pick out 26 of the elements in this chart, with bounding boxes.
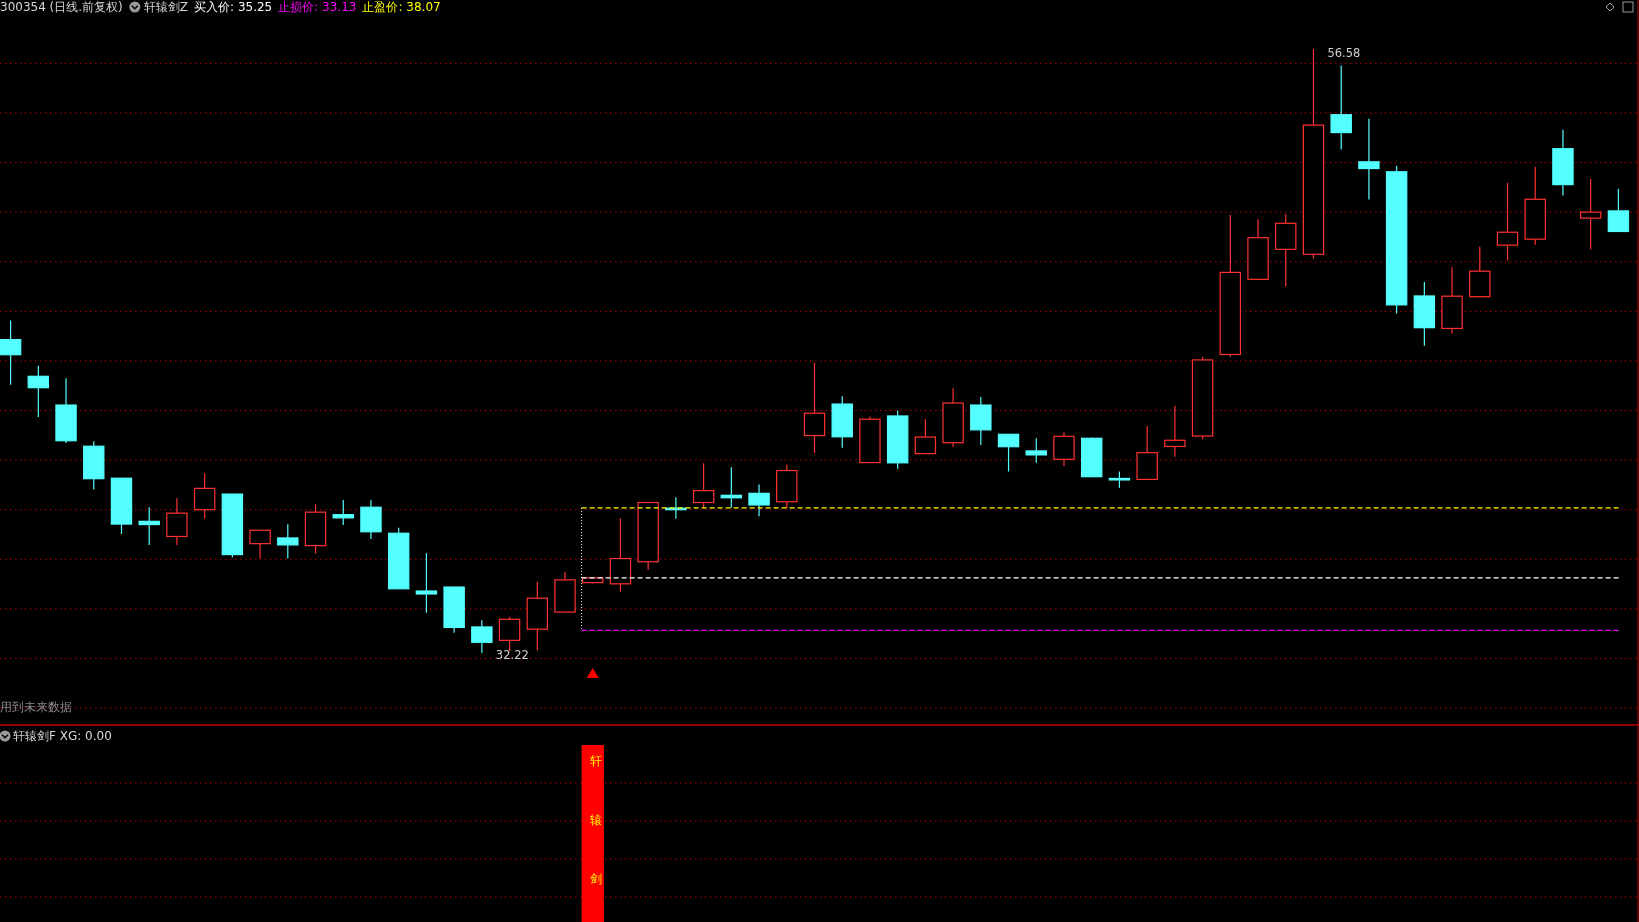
candlestick [1164,405,1186,458]
annotation: 56.58 [1327,46,1361,60]
candlestick [166,497,188,546]
chart-subtitle: 轩辕剑Z [143,0,189,14]
ref-line-label: 止盈价: 38.07 [362,0,441,14]
candlestick [1579,178,1602,251]
ref-line-label: 买入价: 35.25 [194,0,273,14]
candlestick [1053,431,1075,467]
text: 轩辕剑F XG: 0.00 [13,729,112,743]
candlestick [1441,266,1463,335]
text: 辕 [589,812,602,827]
candlestick [942,387,964,448]
ref-line-label: 止损价: 33.13 [278,0,357,14]
candlestick [415,552,438,614]
chart-title: 300354 (日线.前复权) [0,0,123,14]
candlestick [0,319,22,386]
text: 用到未来数据 [0,700,72,714]
candlestick [748,483,770,517]
candlestick [471,619,493,654]
text: 轩 [589,753,602,768]
candlestick [55,377,77,444]
annotation: 32.22 [495,648,529,662]
candlestick [360,499,382,540]
candlestick [1552,129,1574,197]
candlestick [1358,118,1380,201]
text: 剑 [589,871,602,886]
